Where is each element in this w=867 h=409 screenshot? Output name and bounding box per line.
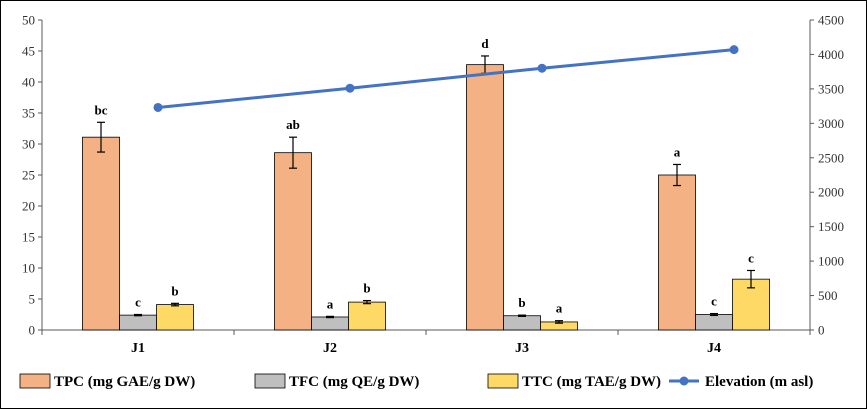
significance-label: c [748,250,754,265]
elevation-line [157,48,735,109]
y-right-tick-label: 4500 [818,13,844,28]
y-left-tick-label: 20 [22,199,35,214]
legend-swatch [254,373,286,389]
legend-label: TTC (mg TAE/g DW) [522,374,661,390]
legend-label: Elevation (m asl) [705,374,813,390]
y-right-tick-label: 1500 [818,219,844,234]
y-left-tick-label: 30 [22,137,35,152]
y-left-tick-label: 10 [22,261,35,276]
legend-swatch [19,373,51,389]
legend-marker [679,376,689,386]
legend: TPC (mg GAE/g DW) TFC (mg QE/g DW) TTC (mg… [19,373,813,390]
significance-label: a [674,144,681,159]
significance-label: b [363,281,370,296]
significance-label: b [171,283,178,298]
significance-label: ab [286,117,300,132]
legend-label: TPC (mg GAE/g DW) [54,374,195,390]
significance-label: bc [95,102,108,117]
significance-label: a [327,296,334,311]
bar [82,136,120,331]
x-category-label: J4 [707,341,721,356]
y-left-tick-label: 50 [22,13,35,28]
y-right-tick-label: 0 [818,323,825,338]
bar [348,301,386,331]
y-left-tick-label: 45 [22,44,35,59]
x-category-label: J2 [323,341,337,356]
y-left-tick-label: 5 [29,292,36,307]
y-right-tick-label: 3500 [818,81,844,96]
y-left-tick-label: 15 [22,230,35,245]
bar [119,314,157,331]
y-right-tick-label: 2000 [818,185,844,200]
bar [274,152,312,331]
significance-label: c [711,294,717,309]
y-left-tick-label: 35 [22,106,35,121]
y-right-tick-label: 2500 [818,150,844,165]
bar [503,315,541,331]
bar [695,314,733,331]
elevation-point [345,83,355,93]
y-left-tick-label: 25 [22,168,35,183]
elevation-line-layer [153,45,739,112]
y-left-tick-label: 0 [29,323,36,338]
elevation-point [537,63,547,73]
elevation-point [153,102,163,112]
significance-label: b [518,295,525,310]
y-right-tick-label: 500 [818,288,838,303]
elevation-point [729,45,739,55]
bar [466,64,504,331]
bar [658,174,696,331]
x-category-label: J1 [131,341,145,356]
significance-label: a [556,301,563,316]
bar [156,304,194,331]
y-right-tick-label: 4000 [818,47,844,62]
y-left-tick-label: 40 [22,75,35,90]
significance-label: d [481,36,489,51]
axes-layer: 0510152025303540455005001000150020002500… [22,13,844,357]
bar [311,316,349,331]
significance-label: c [135,295,141,310]
y-right-tick-label: 3000 [818,116,844,131]
x-category-label: J3 [515,341,529,356]
legend-swatch [487,373,519,389]
y-right-tick-label: 1000 [818,254,844,269]
legend-label: TFC (mg QE/g DW) [289,374,419,390]
